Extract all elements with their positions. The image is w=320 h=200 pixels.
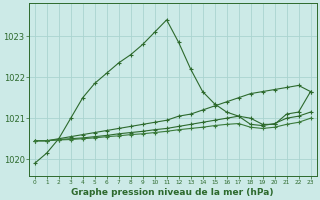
X-axis label: Graphe pression niveau de la mer (hPa): Graphe pression niveau de la mer (hPa) xyxy=(71,188,274,197)
